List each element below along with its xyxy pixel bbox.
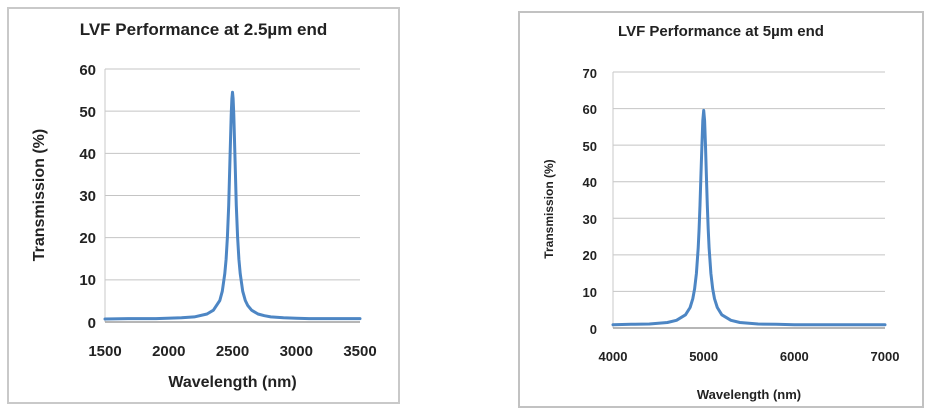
chart-title: LVF Performance at 5µm end [618, 23, 824, 40]
chart-title: LVF Performance at 2.5µm end [79, 20, 328, 39]
y-tick-label: 50 [582, 138, 597, 154]
x-tick-label: 3000 [279, 343, 313, 360]
x-axis-title: Wavelength (nm) [168, 374, 297, 391]
x-tick-label: 6000 [779, 349, 809, 364]
y-axis-title-wrap: Transmission (%) [30, 85, 50, 305]
y-tick-label: 40 [79, 145, 96, 163]
x-tick-label: 2500 [215, 343, 250, 360]
y-tick-label: 50 [79, 103, 96, 121]
y-tick-label: 10 [79, 272, 96, 290]
plot-area [611, 71, 887, 329]
y-tick-label: 0 [589, 321, 597, 337]
y-tick-label: 40 [582, 175, 597, 191]
y-tick-label: 20 [79, 230, 96, 248]
x-tick-label: 4000 [598, 349, 628, 364]
x-tick-label: 5000 [689, 349, 719, 364]
x-axis-title: Wavelength (nm) [696, 387, 802, 402]
y-tick-label: 70 [582, 65, 597, 81]
y-tick-label: 10 [582, 284, 597, 300]
y-tick-label: 60 [582, 102, 597, 118]
transmission-curve [103, 90, 362, 321]
x-tick-label: 2000 [152, 343, 186, 360]
y-tick-label: 30 [582, 211, 597, 227]
x-tick-label: 1500 [88, 343, 122, 360]
y-axis-title: Transmission (%) [31, 128, 48, 262]
y-axis-title: Transmission (%) [542, 159, 556, 259]
y-tick-label: 0 [87, 314, 96, 332]
chart-panel-5um: LVF Performance at 5µm end Transmission … [518, 11, 924, 408]
x-tick-label: 7000 [870, 349, 900, 364]
y-tick-label: 30 [79, 188, 96, 205]
x-tick-label: 3500 [343, 343, 377, 360]
y-tick-label: 20 [582, 248, 597, 264]
chart-panel-2.5um: LVF Performance at 2.5µm end Transmissio… [7, 7, 400, 404]
y-tick-label: 60 [79, 61, 96, 79]
plot-area [103, 68, 362, 323]
transmission-curve [611, 108, 887, 327]
